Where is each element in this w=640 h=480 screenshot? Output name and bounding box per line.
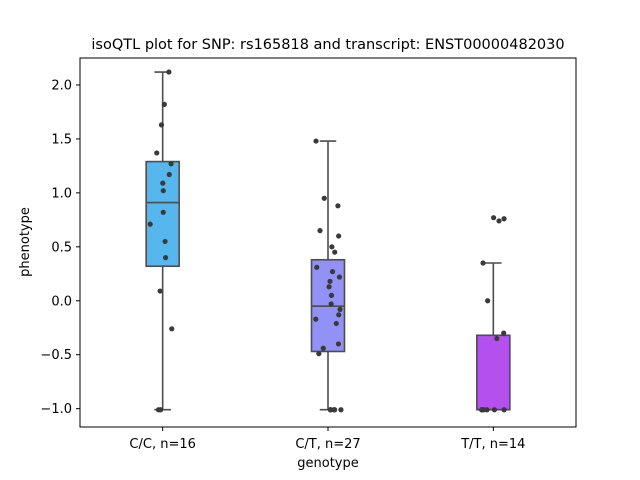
data-point [166,69,172,75]
data-point [479,407,485,413]
data-point [160,209,166,215]
data-point [313,316,319,322]
data-point [485,298,491,304]
data-point [329,244,335,250]
data-point [154,150,160,156]
x-axis-label: genotype [297,456,358,471]
data-point [328,301,334,307]
data-point [336,233,342,239]
data-point [162,255,169,261]
y-axis: −1.0 −0.5 0.0 0.5 1.0 1.5 2.0 [40,78,80,417]
data-point [317,228,323,234]
chart-title: isoQTL plot for SNP: rs165818 and transc… [91,37,564,53]
data-point [494,335,500,342]
data-point [314,264,320,270]
y-tick-label: 1.5 [51,132,72,147]
data-point [162,238,168,245]
data-point [160,188,166,194]
data-point [501,216,507,222]
data-point [496,218,502,224]
data-point [168,161,174,167]
data-point [320,345,326,351]
data-point [491,215,497,221]
y-tick-label: −1.0 [40,402,72,417]
data-point [484,407,490,413]
plot-content [145,69,511,413]
data-point [491,407,498,413]
data-point [316,351,322,357]
y-tick-label: 0.5 [51,240,72,255]
y-tick-label: 1.0 [51,186,72,201]
box [476,334,511,411]
y-tick-label: 0.0 [51,294,72,309]
data-point [321,195,327,201]
data-point [501,407,507,413]
x-axis: C/C, n=16 C/T, n=27 T/T, n=14 [129,427,525,452]
data-point [480,260,486,266]
data-point [169,326,175,332]
data-point [335,341,342,347]
data-point [336,274,343,280]
data-point [327,278,333,284]
data-point [338,407,344,413]
data-point [332,407,338,413]
data-point [313,138,319,144]
data-point [166,171,172,178]
x-tick-label: T/T, n=14 [460,437,525,452]
y-tick-label: 2.0 [51,78,72,93]
data-point [501,330,507,336]
data-point [329,269,336,275]
data-point [158,122,165,128]
data-point [337,306,343,312]
data-point [160,180,166,186]
x-tick-label: C/C, n=16 [129,437,195,452]
data-point [161,101,167,107]
data-point [335,203,341,209]
data-point [328,292,335,298]
data-point [336,312,342,318]
data-point [157,288,163,294]
data-point [332,249,338,255]
data-point [333,320,339,327]
x-tick-label: C/T, n=27 [295,437,360,452]
y-axis-label: phenotype [18,207,33,277]
data-point [147,221,153,227]
data-point [327,407,333,413]
data-point [158,407,164,413]
data-point [326,284,332,290]
y-tick-label: −0.5 [40,348,72,363]
